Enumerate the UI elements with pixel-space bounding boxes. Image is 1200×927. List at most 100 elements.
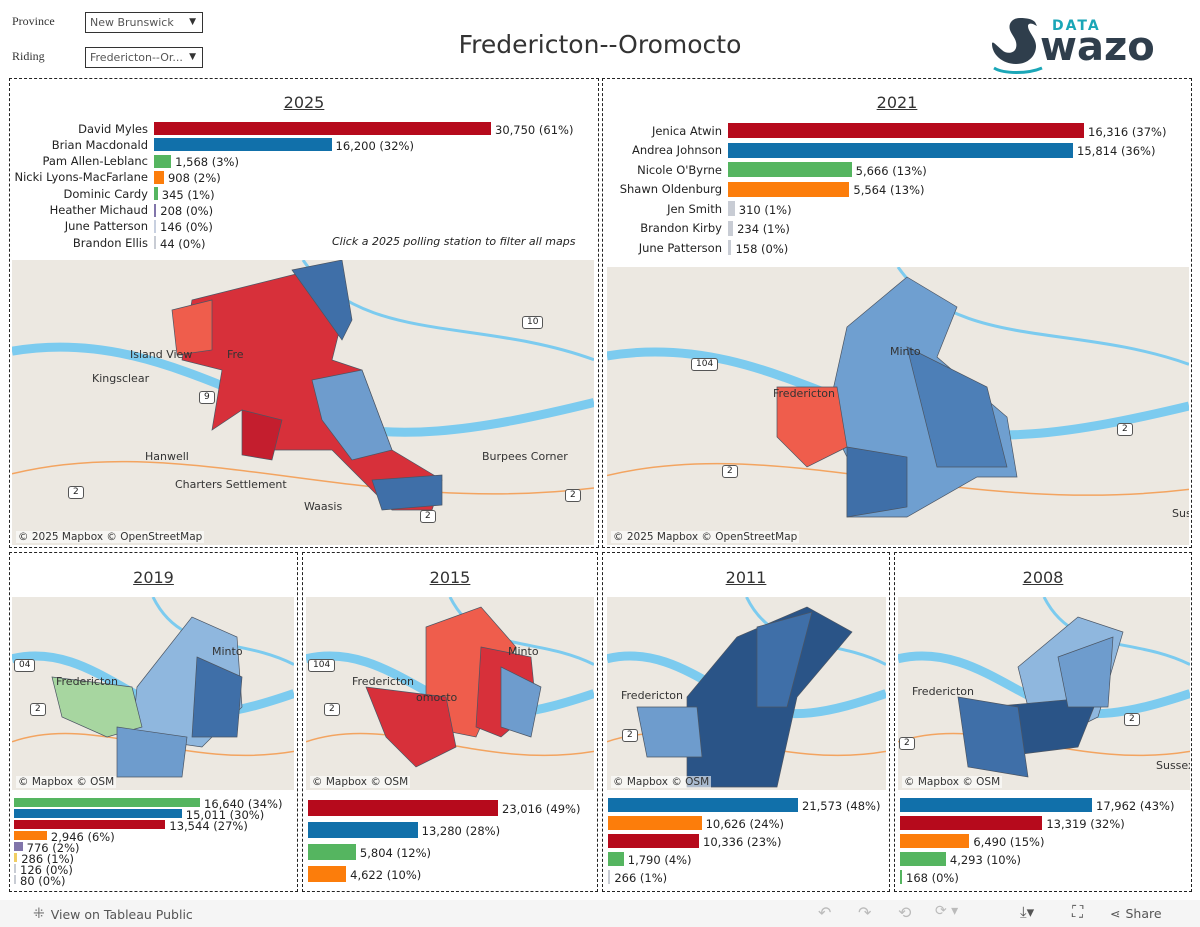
vote-bar[interactable] (154, 219, 156, 233)
map-svg[interactable] (607, 597, 886, 790)
tableau-icon: ⁜ (33, 906, 45, 922)
polling-area[interactable] (371, 474, 443, 511)
vote-bar[interactable] (900, 798, 1092, 812)
vote-bar[interactable] (608, 816, 702, 830)
revert-icon[interactable]: ⟲ (898, 903, 912, 922)
map-svg[interactable] (898, 597, 1190, 790)
map-attribution[interactable]: © Mapbox © OSM (611, 776, 712, 788)
map-svg[interactable] (12, 597, 294, 790)
highway-shield: 9 (199, 391, 215, 404)
vote-bar[interactable] (308, 844, 356, 860)
polling-area[interactable] (906, 346, 1008, 468)
place-label: Burpees Corner (482, 450, 568, 463)
polling-area[interactable] (1057, 636, 1114, 708)
vote-bar[interactable] (14, 864, 16, 873)
vote-bar[interactable] (154, 203, 157, 217)
polling-area[interactable] (116, 726, 188, 778)
vote-bar[interactable] (608, 798, 798, 812)
highway-shield: 04 (14, 659, 36, 672)
vote-bar[interactable] (14, 809, 182, 818)
vote-bar[interactable] (154, 187, 158, 201)
vote-bar[interactable] (608, 834, 700, 848)
vote-bar[interactable] (728, 240, 732, 255)
election-map[interactable]: Fredericton 2 © Mapbox © OSM (607, 597, 886, 790)
polling-area[interactable] (171, 299, 213, 356)
map-attribution[interactable]: © Mapbox © OSM (902, 776, 1003, 788)
polling-area[interactable] (241, 409, 283, 461)
highway-shield: 2 (722, 465, 738, 478)
election-map[interactable]: Minto Fredericton omocto 104 2 © Mapbox © OSM (306, 597, 594, 790)
vote-bar[interactable] (154, 122, 491, 135)
vote-bar[interactable] (900, 816, 1043, 830)
vote-bar[interactable] (154, 170, 164, 184)
undo-icon[interactable]: ↶ (818, 903, 832, 922)
view-on-tableau-label: View on Tableau Public (50, 906, 193, 922)
vote-bar[interactable] (900, 852, 946, 866)
election-map[interactable]: Minto Fredericton 04 2 © Mapbox © OSM (12, 597, 294, 790)
download-icon[interactable]: ⤓▾ (1020, 903, 1035, 921)
fullscreen-icon[interactable]: ⛶ (1072, 902, 1084, 921)
polling-area[interactable] (311, 369, 393, 461)
vote-bar[interactable] (728, 123, 1084, 138)
polling-area[interactable] (756, 611, 813, 708)
vote-bar[interactable] (900, 870, 902, 884)
vote-bar[interactable] (308, 822, 418, 838)
map-attribution[interactable]: © Mapbox © OSM (16, 776, 117, 788)
share-button[interactable]: ⋖ Share (1110, 906, 1162, 921)
vote-bar[interactable] (900, 834, 970, 848)
map-svg[interactable] (306, 597, 594, 790)
election-map[interactable]: Island View Fre Kingsclear Hanwell Charters … (12, 260, 594, 545)
vote-bar[interactable] (728, 220, 734, 236)
vote-bar[interactable] (608, 870, 611, 884)
vote-bar[interactable] (14, 798, 200, 807)
vote-label: 30,750 (61%) (495, 122, 574, 137)
vote-bar[interactable] (728, 162, 852, 177)
vote-bar[interactable] (14, 875, 16, 884)
map-attribution[interactable]: © 2025 Mapbox © OpenStreetMap (611, 531, 800, 543)
election-map[interactable]: Fredericton Sussex 2 2 © Mapbox © OSM (898, 597, 1190, 790)
view-on-tableau-link[interactable]: ⁜ View on Tableau Public (33, 906, 193, 922)
dropdown-arrow-icon: ▼ (189, 52, 196, 62)
vote-bar[interactable] (154, 154, 172, 168)
polling-area[interactable] (846, 446, 908, 518)
highway-shield: 2 (1124, 713, 1140, 726)
polling-area[interactable] (365, 686, 457, 768)
vote-bar[interactable] (728, 201, 735, 216)
vote-label: 16,640 (34%) (204, 796, 283, 811)
province-dropdown[interactable]: New Brunswick ▼ (85, 12, 203, 33)
map-attribution[interactable]: © Mapbox © OSM (310, 776, 411, 788)
vote-label: 10,336 (23%) (703, 835, 782, 849)
candidate-name: Dominic Cardy (63, 186, 148, 201)
vote-bar[interactable] (14, 820, 166, 829)
map-svg[interactable] (607, 267, 1189, 545)
polling-area[interactable] (181, 269, 443, 511)
vote-bar[interactable] (14, 831, 47, 840)
election-map[interactable]: Minto Fredericton Sus 104 2 2 © 2025 Mapbox © … (607, 267, 1189, 545)
vote-bar[interactable] (608, 852, 624, 866)
polling-area[interactable] (776, 386, 848, 468)
vote-bar[interactable] (728, 181, 850, 197)
vote-bar[interactable] (728, 142, 1074, 158)
candidate-name: Pam Allen-Leblanc (42, 154, 148, 169)
vote-bar[interactable] (154, 138, 332, 152)
vote-bar[interactable] (14, 853, 18, 862)
polling-area[interactable] (500, 666, 542, 738)
polling-area[interactable] (636, 706, 703, 758)
vote-bar[interactable] (308, 800, 498, 816)
logo-wazo-text: wazo (1040, 24, 1155, 70)
vote-bar[interactable] (14, 842, 23, 851)
vote-bar[interactable] (154, 236, 156, 250)
map-attribution[interactable]: © 2025 Mapbox © OpenStreetMap (16, 531, 205, 543)
redo-icon[interactable]: ↷ (858, 903, 872, 922)
polling-area[interactable] (957, 696, 1029, 778)
vote-bar[interactable] (308, 866, 347, 882)
polling-area[interactable] (291, 260, 353, 341)
panel-title: 2025 (283, 93, 325, 112)
vote-label: 5,564 (13%) (853, 183, 925, 197)
refresh-icon[interactable]: ⟳ ▾ (935, 903, 959, 919)
riding-dropdown[interactable]: Fredericton--Or... ▼ (85, 47, 203, 68)
vote-label: 234 (1%) (737, 222, 790, 236)
polling-area[interactable] (191, 656, 243, 738)
map-svg[interactable] (12, 260, 594, 545)
vote-label: 126 (0%) (20, 862, 73, 877)
